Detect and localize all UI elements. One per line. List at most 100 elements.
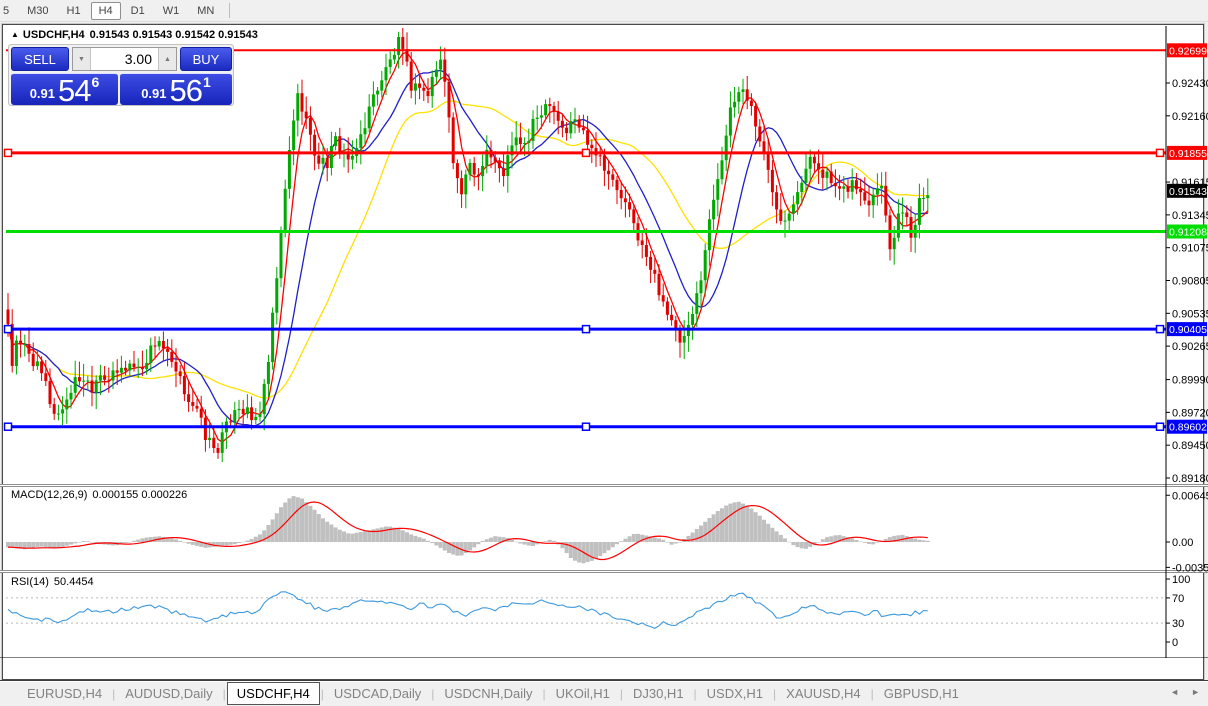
- rsi-pane: [6, 591, 1166, 629]
- tab-USDCAD-Daily[interactable]: USDCAD,Daily: [333, 686, 422, 701]
- timeframe-button-5[interactable]: 5: [3, 4, 10, 17]
- rsi-tick-label: 0: [1172, 637, 1178, 649]
- volume-stepper: ▼ ▲: [72, 47, 177, 71]
- tab-separator: |: [112, 686, 116, 701]
- hline-handle[interactable]: [1155, 422, 1165, 431]
- tab-separator: |: [320, 686, 324, 701]
- ma-slow-yellow: [7, 100, 928, 399]
- tab-scroll-left-icon[interactable]: ◄: [1170, 687, 1180, 697]
- tab-UKOil-H1[interactable]: UKOil,H1: [555, 686, 610, 701]
- timeframe-button-W1[interactable]: W1: [162, 4, 180, 17]
- tab-USDCNH-Daily[interactable]: USDCNH,Daily: [444, 686, 533, 701]
- pane-separator[interactable]: [0, 484, 1208, 485]
- pane-separator[interactable]: [0, 572, 1208, 573]
- price-tick-label: 0.91345: [1172, 210, 1208, 222]
- tab-USDX-H1[interactable]: USDX,H1: [706, 686, 764, 701]
- tab-separator: |: [619, 686, 623, 701]
- chart-ohlc-values: 0.91543 0.91543 0.91542 0.91543: [89, 29, 258, 41]
- tab-EURUSD-H4[interactable]: EURUSD,H4: [27, 686, 103, 701]
- macd-tick-label: -0.00350: [1172, 562, 1208, 574]
- rsi-line: [7, 591, 928, 629]
- price-tick-label: 0.91075: [1172, 243, 1208, 255]
- toolbar-separator: [229, 3, 231, 18]
- tab-separator: |: [542, 686, 546, 701]
- buy-price-sup: 1: [203, 74, 211, 90]
- timeframe-button-H4[interactable]: H4: [90, 1, 121, 20]
- tab-USDCHF-H4[interactable]: USDCHF,H4: [226, 682, 320, 705]
- buy-price-box[interactable]: 0.91 56 1: [120, 72, 232, 108]
- sell-button[interactable]: SELL: [11, 47, 69, 71]
- price-tick-label: 0.89180: [1172, 473, 1208, 485]
- price-tick-label: 0.90265: [1172, 341, 1208, 353]
- hline-handle[interactable]: [581, 324, 591, 334]
- tab-XAUUSD-H4[interactable]: XAUUSD,H4: [786, 686, 861, 701]
- volume-increase-icon[interactable]: ▲: [158, 48, 176, 70]
- tab-separator: |: [431, 686, 435, 701]
- volume-decrease-icon[interactable]: ▼: [73, 48, 91, 70]
- price-tick-label: 0.90535: [1172, 308, 1208, 320]
- chart-title: ▲ USDCHF,H4 0.91543 0.91543 0.91542 0.9154…: [11, 29, 258, 41]
- tab-separator: |: [773, 686, 777, 701]
- price-tick-label: 0.90805: [1172, 276, 1208, 288]
- rsi-tick-label: 100: [1172, 574, 1190, 586]
- sell-price-base: 0.91: [29, 86, 56, 101]
- hline-handle[interactable]: [1155, 324, 1165, 334]
- tab-separator: |: [693, 686, 697, 701]
- buy-button[interactable]: BUY: [180, 47, 232, 71]
- collapse-arrow-icon[interactable]: ▲: [11, 30, 19, 39]
- hline-handle[interactable]: [581, 422, 591, 431]
- rsi-tick-label: 30: [1172, 618, 1184, 630]
- rsi-label: RSI(14) 50.4454: [11, 576, 94, 588]
- timeframe-button-D1[interactable]: D1: [130, 4, 145, 17]
- hline-handle[interactable]: [3, 148, 13, 158]
- pane-separator: [0, 485, 1208, 486]
- pane-separator[interactable]: [0, 486, 1208, 487]
- sell-price-big: 54: [58, 72, 91, 108]
- hline-handle[interactable]: [1155, 148, 1165, 158]
- timeframe-button-M30[interactable]: M30: [27, 4, 49, 17]
- buy-price-big: 56: [169, 72, 203, 108]
- macd-signal-line: [7, 501, 928, 561]
- volume-input[interactable]: [91, 48, 158, 70]
- tab-scroll-arrows: ◄ ►: [1170, 687, 1200, 697]
- sell-price-box[interactable]: 0.91 54 6: [11, 72, 118, 108]
- rsi-tick-label: 70: [1172, 593, 1184, 605]
- macd-tick-label: 0.00: [1172, 537, 1193, 549]
- pane-separator[interactable]: [0, 570, 1208, 571]
- tab-scroll-right-icon[interactable]: ►: [1191, 687, 1200, 697]
- axis-badge: [1167, 419, 1207, 434]
- price-chart[interactable]: 0.924300.921600.916150.913450.910750.908…: [0, 24, 1208, 658]
- sell-price-sup: 6: [91, 74, 100, 90]
- hline-handle[interactable]: [3, 324, 13, 334]
- price-tick-label: 0.89990: [1172, 375, 1208, 387]
- tab-DJ30-H1[interactable]: DJ30,H1: [632, 686, 684, 701]
- chart-tab-bar: EURUSD,H4 | AUDUSD,Daily | USDCHF,H4 | USDCAD,…: [0, 680, 1208, 706]
- ma-mid-blue: [7, 69, 928, 427]
- tab-AUDUSD-Daily[interactable]: AUDUSD,Daily: [125, 686, 213, 701]
- timeframe-toolbar: 5 M30 H1 H4 D1 W1 MN: [0, 0, 1208, 22]
- hline-handle[interactable]: [3, 422, 13, 431]
- axis-badge: [1167, 43, 1207, 58]
- price-tick-label: 0.89720: [1172, 407, 1208, 419]
- macd-tick-label: 0.006451: [1172, 490, 1208, 502]
- pane-separator: [0, 571, 1208, 572]
- timeframe-button-H1[interactable]: H1: [66, 4, 81, 17]
- main-pane: [7, 51, 929, 443]
- macd-name: MACD(12,26,9): [11, 489, 88, 501]
- price-tick-label: 0.89450: [1172, 440, 1208, 452]
- axis-badge-label: 0.92699: [1169, 45, 1207, 57]
- chart-symbol-label: USDCHF,H4: [22, 29, 85, 41]
- macd-label: MACD(12,26,9) 0.000155 0.000226: [11, 489, 187, 501]
- macd-values: 0.000155 0.000226: [92, 489, 188, 501]
- rsi-name: RSI(14): [11, 576, 49, 588]
- axis-badge: [1167, 183, 1207, 198]
- buy-price-base: 0.91: [141, 86, 167, 101]
- tab-GBPUSD-H1[interactable]: GBPUSD,H1: [883, 686, 959, 701]
- macd-pane: [6, 496, 930, 564]
- timeframe-button-MN[interactable]: MN: [197, 4, 215, 17]
- axis-badge-label: 0.89602: [1169, 422, 1207, 434]
- tab-separator: |: [222, 686, 226, 701]
- axis-badge: [1167, 145, 1207, 160]
- hline-handle[interactable]: [581, 148, 591, 158]
